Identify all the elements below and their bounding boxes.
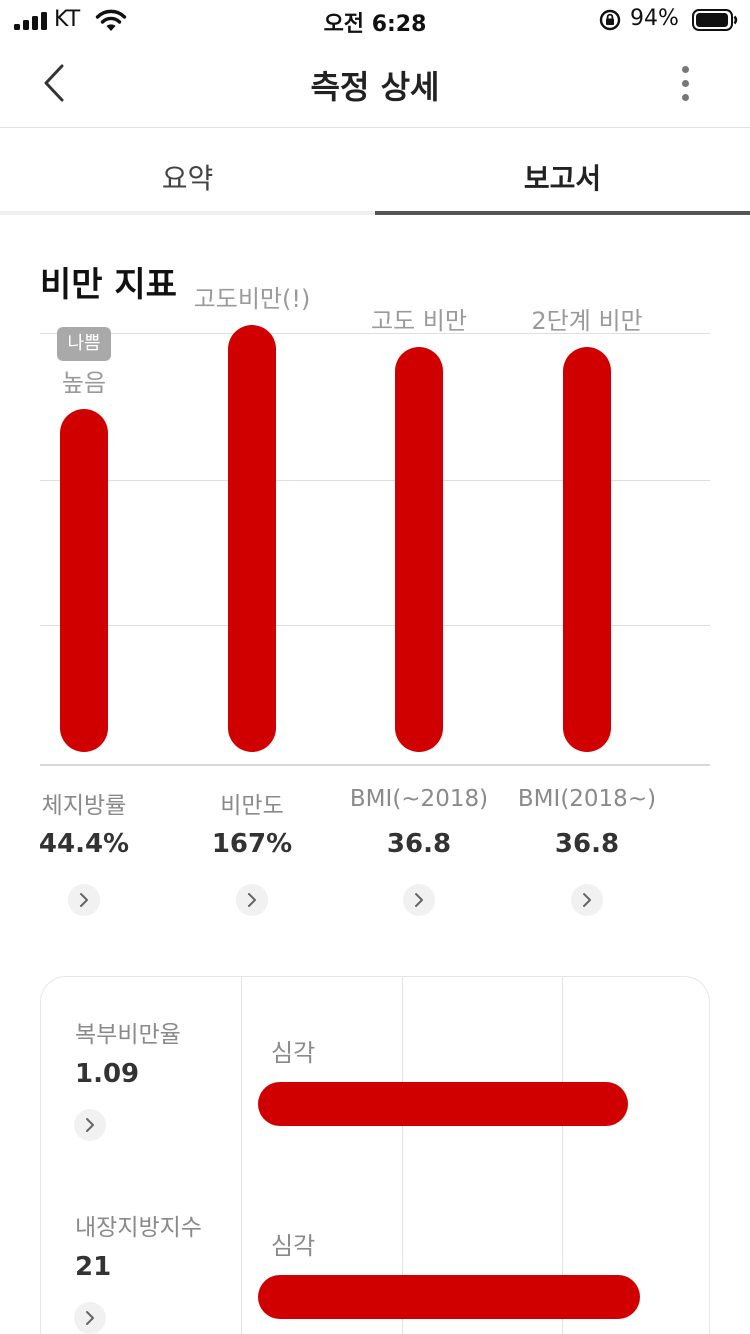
chart-bar[interactable] bbox=[228, 325, 276, 752]
bar-status-label: 고도비만(!) bbox=[193, 285, 311, 313]
status-bar: KT 오전 6:28 94% bbox=[0, 0, 750, 40]
card-row-value: 1.09 bbox=[75, 1059, 140, 1089]
battery-icon bbox=[692, 9, 738, 31]
chevron-right-icon[interactable] bbox=[571, 884, 603, 916]
metric-name: BMI(2018~) bbox=[517, 786, 657, 812]
metric-name: 체지방률 bbox=[41, 793, 127, 819]
card-row-name: 내장지방지수 bbox=[75, 1215, 202, 1241]
bad-badge: 나쁨 bbox=[57, 327, 111, 361]
status-time: 오전 6:28 bbox=[323, 12, 427, 37]
chart-baseline bbox=[40, 764, 710, 766]
section-title: 비만 지표 bbox=[40, 265, 177, 305]
obesity-index-chart: 높음 나쁨 고도비만(!) 고도 비만 2단계 비만 bbox=[40, 285, 710, 766]
chevron-right-icon[interactable] bbox=[68, 884, 100, 916]
bar-status-label: 고도 비만 bbox=[371, 307, 467, 335]
card-gridline bbox=[562, 977, 563, 1334]
metric-value: 36.8 bbox=[554, 829, 620, 859]
card-row-name: 복부비만율 bbox=[75, 1022, 181, 1048]
metric-value: 36.8 bbox=[386, 829, 452, 859]
battery-percentage: 94% bbox=[630, 6, 679, 31]
card-row-bar[interactable] bbox=[258, 1275, 640, 1319]
chevron-right-icon[interactable] bbox=[74, 1302, 106, 1334]
chevron-right-icon[interactable] bbox=[236, 884, 268, 916]
carrier-name: KT bbox=[54, 7, 81, 32]
bar-status-label: 높음 bbox=[61, 369, 107, 397]
signal-strength-icon bbox=[14, 12, 48, 30]
card-gridline bbox=[402, 977, 403, 1334]
abdominal-fat-card: 복부비만율 1.09 심각 내장지방지수 21 심각 bbox=[40, 976, 710, 1334]
chart-gridline bbox=[40, 480, 710, 481]
chart-bar[interactable] bbox=[563, 347, 611, 752]
rotation-lock-icon bbox=[599, 9, 621, 31]
card-row-status: 심각 bbox=[271, 1039, 316, 1067]
bar-status-label: 2단계 비만 bbox=[531, 307, 643, 335]
card-row-status: 심각 bbox=[271, 1232, 316, 1260]
chart-bar[interactable] bbox=[60, 409, 108, 752]
card-row-bar[interactable] bbox=[258, 1082, 628, 1126]
card-row-value: 21 bbox=[75, 1252, 112, 1282]
tab-bar: 요약 보고서 bbox=[0, 129, 750, 215]
navigation-header: 측정 상세 bbox=[0, 40, 750, 128]
card-divider bbox=[241, 977, 242, 1334]
tab-report[interactable]: 보고서 bbox=[523, 162, 602, 195]
tab-divider bbox=[0, 211, 375, 215]
metric-name: BMI(~2018) bbox=[349, 786, 489, 812]
metric-name: 비만도 bbox=[220, 793, 284, 819]
page-title: 측정 상세 bbox=[310, 68, 440, 106]
wifi-icon bbox=[95, 9, 127, 31]
chevron-right-icon[interactable] bbox=[403, 884, 435, 916]
chart-gridline bbox=[40, 333, 710, 334]
active-tab-indicator bbox=[375, 211, 750, 215]
metric-value: 44.4% bbox=[38, 829, 130, 859]
metric-value: 167% bbox=[211, 829, 293, 859]
tab-summary[interactable]: 요약 bbox=[161, 162, 214, 195]
chart-bar[interactable] bbox=[395, 347, 443, 752]
more-options-icon[interactable] bbox=[670, 64, 702, 104]
chevron-right-icon[interactable] bbox=[74, 1109, 106, 1141]
back-arrow-icon[interactable] bbox=[38, 60, 72, 106]
chart-gridline bbox=[40, 625, 710, 626]
